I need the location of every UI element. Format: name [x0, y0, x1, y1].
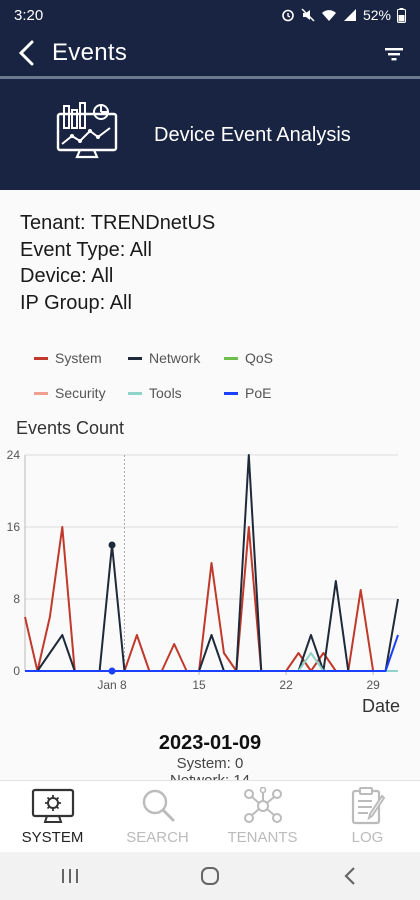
event-type-text: Event Type: All [20, 238, 152, 261]
analytics-monitor-icon [56, 102, 118, 159]
nav-label: LOG [351, 829, 384, 846]
legend-label: Tools [149, 385, 182, 401]
nav-label: SEARCH [126, 829, 189, 846]
y-tick-label: 0 [13, 664, 20, 678]
nav-log[interactable]: LOG [315, 781, 420, 852]
search-icon [138, 785, 178, 827]
banner-title: Device Event Analysis [154, 124, 351, 146]
x-tick-label: 15 [192, 678, 206, 692]
series-line-poe [25, 634, 399, 672]
analysis-banner: Device Event Analysis [0, 79, 420, 190]
legend-item-network[interactable]: Network [128, 350, 200, 366]
legend-item-poe[interactable]: PoE [224, 385, 271, 401]
series-line-tools [25, 652, 398, 672]
back-button[interactable] [0, 30, 52, 76]
battery-icon [397, 7, 406, 23]
legend-label: Network [149, 350, 201, 366]
header-divider [0, 76, 420, 79]
battery-level: 52% [362, 7, 391, 23]
events-line-chart[interactable]: 0 8 16 24 Jan 8 15 22 29 [0, 440, 420, 695]
status-icons: 52% [281, 7, 406, 23]
signal-icon [343, 9, 356, 21]
system-navigation-bar [0, 852, 420, 900]
back-arrow-icon [18, 40, 34, 66]
app-bar: Events [0, 30, 420, 76]
nav-label: TENANTS [227, 829, 298, 846]
wifi-icon [321, 10, 336, 21]
y-tick-label: 16 [7, 520, 21, 534]
x-tick-label: Jan 8 [97, 678, 127, 692]
page-title: Events [52, 39, 128, 66]
recent-apps-icon [62, 869, 78, 883]
y-tick-label: 24 [7, 448, 21, 462]
legend-swatch [34, 391, 48, 395]
legend-label: QoS [245, 350, 274, 366]
device-text: Device: All [20, 265, 114, 287]
x-tick-label: 29 [366, 678, 380, 692]
status-bar: 3:20 52% [0, 0, 420, 30]
alarm-icon [282, 9, 294, 22]
chart-y-axis-label: Events Count [16, 418, 125, 438]
log-icon [348, 785, 388, 827]
network-icon [241, 785, 285, 827]
legend-item-qos[interactable]: QoS [224, 350, 273, 366]
tenant-text: Tenant: TRENDnetUS [20, 212, 216, 234]
legend-item-tools[interactable]: Tools [128, 385, 182, 401]
system-back-icon [344, 867, 355, 885]
status-time: 3:20 [14, 6, 44, 24]
nav-system[interactable]: SYSTEM [0, 781, 105, 852]
filter-button[interactable] [380, 40, 408, 68]
legend-label: Security [55, 385, 106, 401]
legend-swatch [34, 356, 48, 360]
nav-tenants[interactable]: TENANTS [210, 781, 315, 852]
legend-item-security[interactable]: Security [34, 385, 106, 401]
legend-swatch [224, 356, 238, 360]
bottom-nav: SYSTEM SEARCH TENANTS LOG [0, 780, 420, 852]
ip-group-text: IP Group: All [20, 291, 132, 314]
home-button[interactable] [180, 856, 240, 896]
monitor-gear-icon [31, 785, 75, 827]
home-icon [201, 867, 219, 885]
mute-icon [301, 8, 315, 22]
recent-apps-button[interactable] [40, 856, 100, 896]
legend-swatch [128, 391, 142, 395]
legend-label: System [55, 350, 102, 366]
legend-label: PoE [245, 385, 272, 401]
detail-system: System: 0 [176, 755, 244, 772]
nav-label: SYSTEM [21, 829, 84, 846]
filter-summary: Tenant: TRENDnetUS Event Type: All Devic… [20, 210, 215, 316]
system-back-button[interactable] [320, 856, 380, 896]
legend-swatch [128, 356, 142, 360]
nav-search[interactable]: SEARCH [105, 781, 210, 852]
chart-x-axis-label: Date [362, 696, 401, 716]
detail-date: 2023-01-09 [158, 732, 262, 754]
highlight-point-network [108, 541, 116, 549]
x-tick-label: 22 [279, 678, 293, 692]
highlight-point-poe [108, 667, 116, 675]
y-tick-label: 8 [13, 592, 20, 606]
legend-item-system[interactable]: System [34, 350, 102, 366]
legend-swatch [224, 391, 238, 395]
filter-icon [385, 48, 403, 61]
